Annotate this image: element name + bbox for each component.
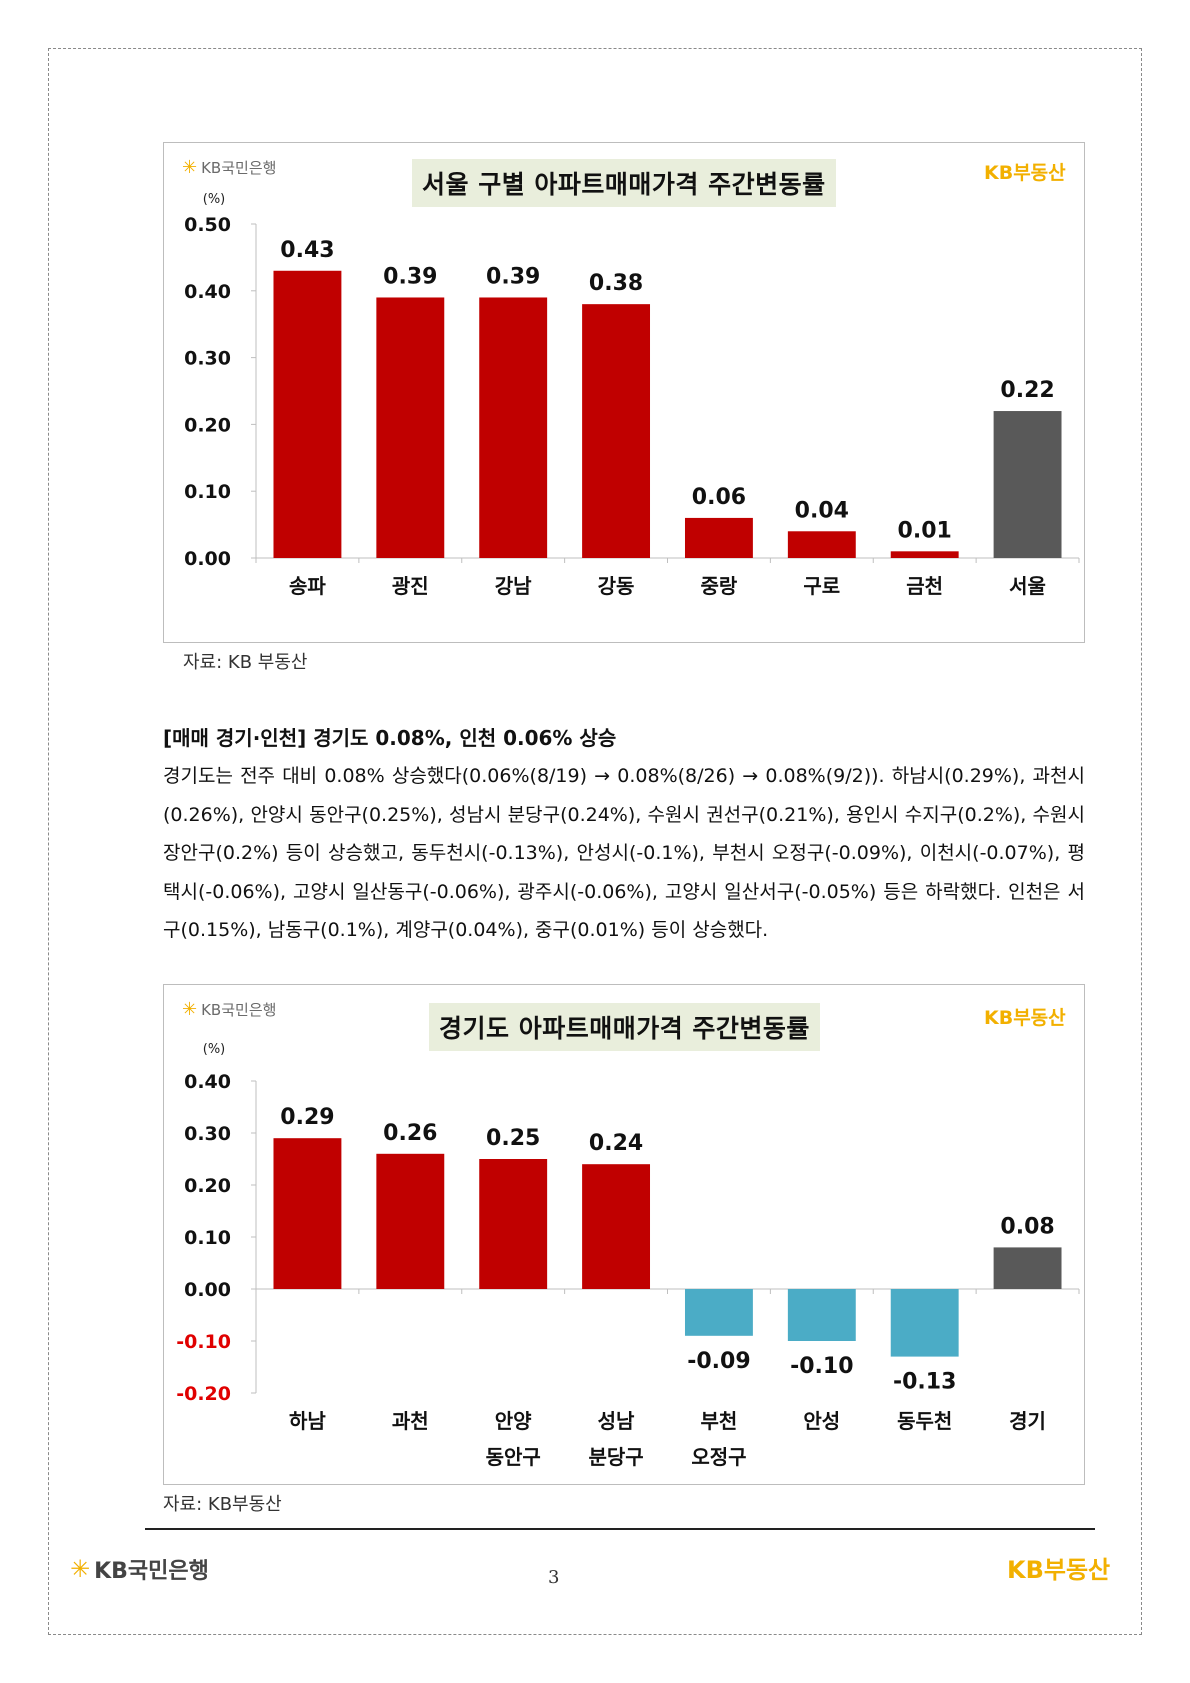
bar	[273, 1138, 342, 1289]
footer-bank-text: KB국민은행	[94, 1559, 209, 1584]
data-label: 0.43	[280, 238, 334, 263]
x-tick-label: 과천	[392, 1409, 429, 1433]
y-tick-label: 0.40	[184, 1071, 231, 1093]
y-tick-label: 0.00	[184, 1279, 231, 1301]
y-axis-unit: (%)	[203, 192, 226, 207]
page-number: 3	[548, 1567, 560, 1588]
seoul-chart: ✳ KB국민은행 서울 구별 아파트매매가격 주간변동률 KB부동산 (%) 0.…	[163, 142, 1085, 643]
bar	[787, 531, 856, 558]
x-tick-label: 중랑	[701, 574, 738, 598]
market-summary-section: [매매 경기·인천] 경기도 0.08%, 인천 0.06% 상승 경기도는 전…	[163, 722, 1085, 950]
x-tick-label: 구로	[803, 574, 840, 598]
kb-star-icon: ✳	[182, 999, 198, 1020]
data-label: 0.01	[898, 518, 952, 543]
x-tick-label: 안성	[803, 1409, 840, 1433]
gyeonggi-chart: ✳ KB국민은행 경기도 아파트매매가격 주간변동률 KB부동산 (%) -0.2…	[163, 984, 1085, 1485]
bar	[479, 1159, 548, 1289]
data-label: 0.04	[795, 498, 849, 523]
bar	[582, 1164, 651, 1289]
kb-bank-logo: ✳ KB국민은행	[182, 157, 276, 178]
x-tick-label: 강동	[598, 574, 635, 598]
data-label: -0.09	[687, 1349, 750, 1374]
x-tick-label: 송파	[289, 574, 326, 598]
x-tick-label: 서울	[1009, 574, 1046, 598]
data-label: 0.06	[692, 485, 746, 510]
data-label: 0.38	[589, 271, 643, 296]
data-label: 0.08	[1000, 1214, 1054, 1239]
kb-star-icon: ✳	[182, 157, 198, 178]
data-label: -0.10	[790, 1354, 853, 1379]
kb-realestate-logo: KB부동산	[984, 1007, 1066, 1029]
kb-bank-logo: ✳ KB국민은행	[182, 999, 276, 1020]
y-tick-label: 0.30	[184, 348, 231, 370]
x-tick-label: 광진	[392, 574, 429, 598]
page-frame	[48, 48, 1142, 1635]
seoul-bar-chart: (%) 0.00 0.10 0.20 0.30 0.40 0.50 0.43 송파 0.39 광진 0…	[184, 192, 1080, 598]
bar	[890, 1289, 959, 1357]
y-tick-label: 0.20	[184, 414, 231, 436]
y-axis-unit: (%)	[203, 1042, 226, 1057]
kb-realestate-logo: KB부동산	[984, 162, 1066, 184]
y-tick-label: 0.30	[184, 1123, 231, 1145]
bar	[890, 551, 959, 558]
section-heading: [매매 경기·인천] 경기도 0.08%, 인천 0.06% 상승	[163, 726, 617, 750]
data-label: 0.29	[280, 1105, 334, 1130]
y-tick-label: 0.00	[184, 548, 231, 570]
y-tick-label: 0.50	[184, 214, 231, 236]
kb-bank-logo-text: KB국민은행	[201, 159, 277, 177]
chart-source: 자료: KB 부동산	[183, 652, 308, 673]
bar	[582, 304, 651, 558]
gyeonggi-bar-chart: (%) -0.20 -0.10 0.00 0.10 0.20 0.30 0.40 0.29 하남 0…	[176, 1042, 1080, 1469]
y-tick-label: 0.10	[184, 1227, 231, 1249]
x-tick-label: 동두천	[897, 1409, 952, 1433]
chart-title: 서울 구별 아파트매매가격 주간변동률	[412, 159, 836, 207]
chart-title: 경기도 아파트매매가격 주간변동률	[429, 1003, 820, 1051]
x-tick-label: 부천	[701, 1409, 738, 1433]
x-tick-label: 경기	[1009, 1409, 1046, 1433]
y-tick-label: -0.10	[176, 1331, 231, 1353]
x-tick-label: 금천	[906, 574, 943, 598]
bar	[684, 517, 753, 558]
x-tick-label: 성남	[598, 1409, 635, 1433]
data-label: 0.24	[589, 1131, 643, 1156]
x-tick-label: 안양	[495, 1409, 532, 1433]
x-tick-label: 오정구	[691, 1445, 746, 1469]
chart-source: 자료: KB부동산	[163, 1494, 282, 1515]
bar	[376, 1153, 445, 1289]
bar	[787, 1289, 856, 1341]
kb-bank-logo-text: KB국민은행	[201, 1001, 277, 1019]
data-label: 0.25	[486, 1126, 540, 1151]
data-label: -0.13	[893, 1370, 956, 1395]
y-tick-label: 0.40	[184, 281, 231, 303]
y-tick-label: 0.20	[184, 1175, 231, 1197]
data-label: 0.39	[383, 264, 437, 289]
footer-realestate-logo: KB부동산	[1007, 1556, 1111, 1584]
bar	[479, 297, 548, 558]
bar	[684, 1289, 753, 1336]
x-tick-label: 분당구	[588, 1445, 643, 1469]
bar	[993, 1247, 1062, 1289]
bar	[273, 270, 342, 558]
footer-bank-logo: ✳ KB국민은행	[70, 1553, 209, 1585]
x-tick-label: 동안구	[486, 1445, 541, 1469]
y-tick-label: -0.20	[176, 1383, 231, 1405]
data-label: 0.22	[1000, 378, 1054, 403]
section-body: 경기도는 전주 대비 0.08% 상승했다(0.06%(8/19) → 0.08…	[163, 765, 1085, 941]
x-tick-label: 강남	[495, 574, 532, 598]
footer-divider	[145, 1528, 1095, 1530]
data-label: 0.26	[383, 1121, 437, 1146]
x-tick-label: 하남	[289, 1409, 326, 1433]
data-label: 0.39	[486, 264, 540, 289]
bar	[376, 297, 445, 558]
bar	[993, 411, 1062, 558]
y-tick-label: 0.10	[184, 481, 231, 503]
kb-star-icon: ✳	[70, 1555, 91, 1583]
